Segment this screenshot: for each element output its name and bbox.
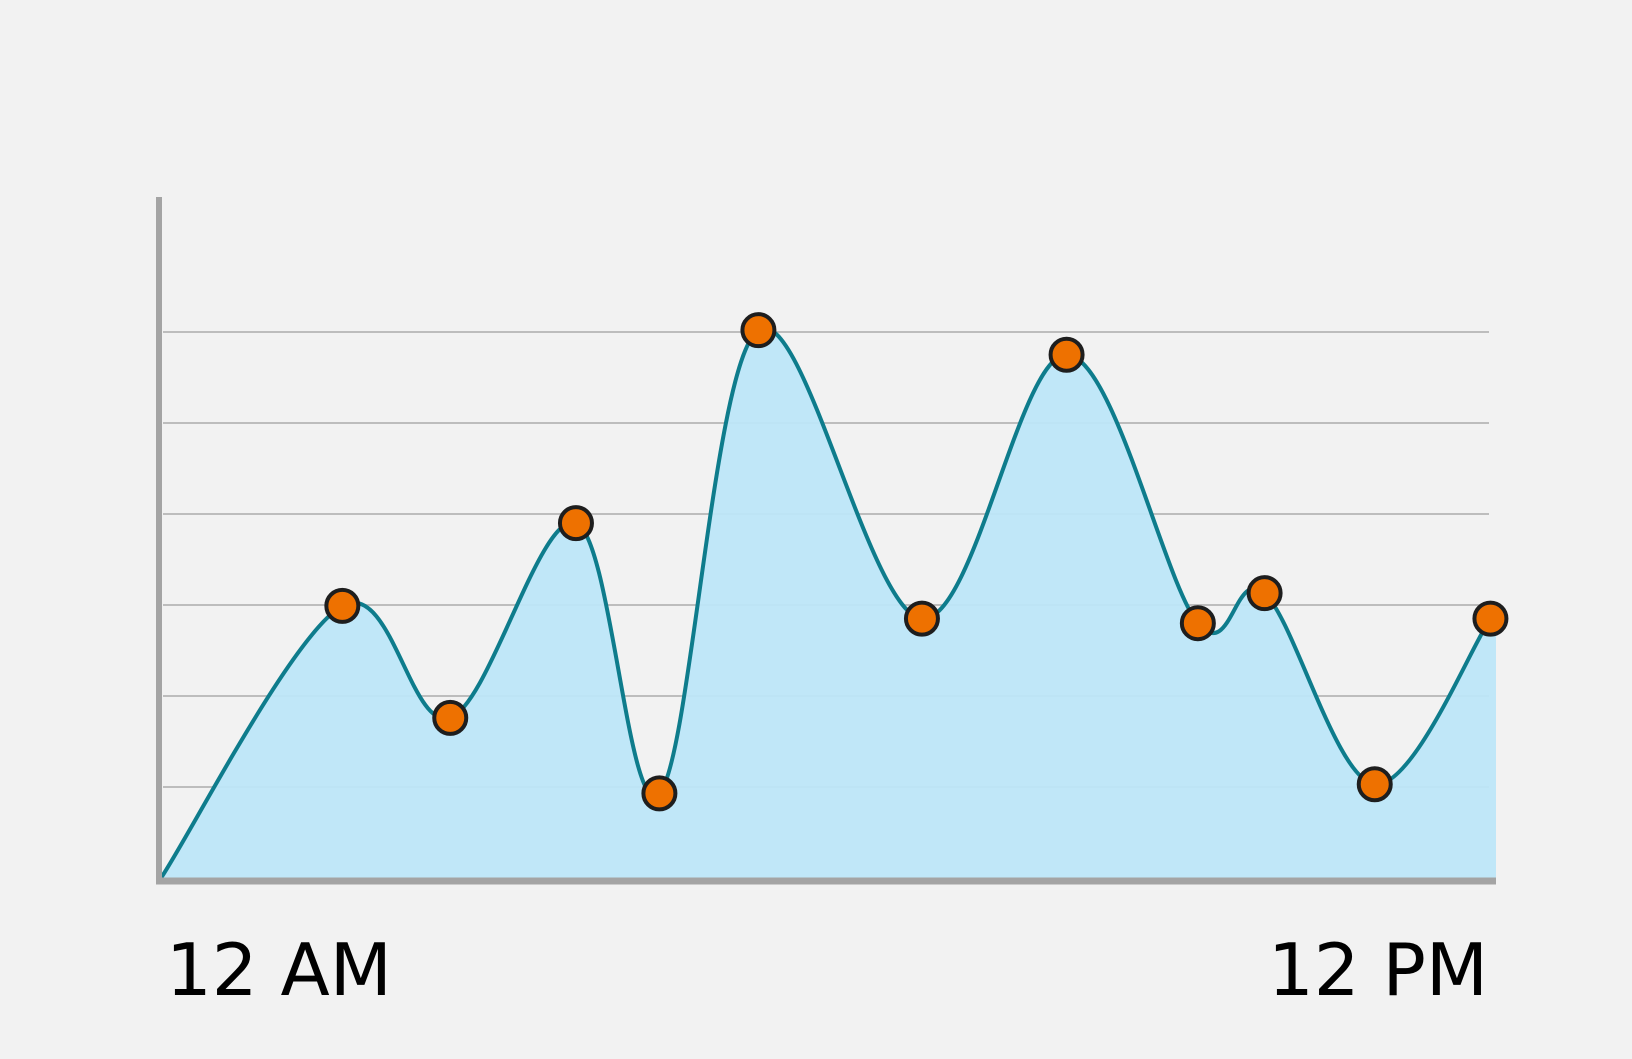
- data-point-9: [1246, 575, 1283, 612]
- data-point-2: [432, 699, 469, 736]
- area-fill: [161, 328, 1496, 878]
- data-point-6: [903, 600, 940, 637]
- data-point-11: [1472, 600, 1509, 637]
- x-tick-label-start: 12 AM: [166, 928, 392, 1012]
- data-point-1: [324, 587, 361, 624]
- data-point-4: [641, 775, 678, 812]
- data-point-5: [740, 312, 777, 349]
- markers: [324, 312, 1509, 812]
- tick-labels: 12 AM 12 PM: [166, 928, 1488, 1012]
- data-point-3: [557, 505, 594, 542]
- data-point-8: [1179, 605, 1216, 642]
- data-point-10: [1356, 766, 1393, 803]
- area-series: [159, 326, 1496, 880]
- axes: [156, 197, 1496, 885]
- x-tick-label-end: 12 PM: [1268, 928, 1488, 1012]
- data-point-7: [1048, 336, 1085, 373]
